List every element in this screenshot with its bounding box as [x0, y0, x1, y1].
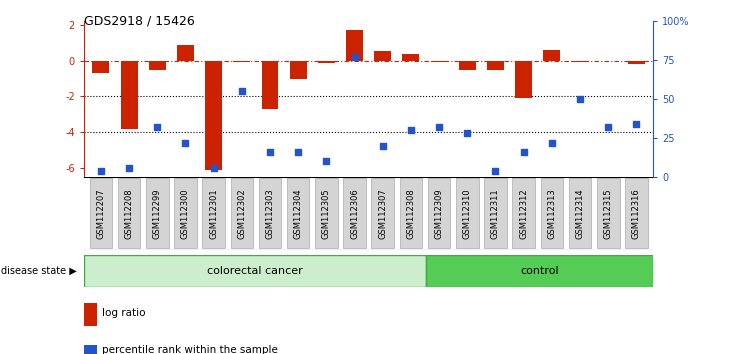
FancyBboxPatch shape — [484, 178, 507, 248]
Text: GSM112301: GSM112301 — [209, 188, 218, 239]
Point — [490, 168, 502, 173]
Bar — [431, 61, 447, 62]
Point — [264, 149, 276, 155]
Bar — [543, 50, 561, 61]
Point — [405, 127, 417, 133]
Point — [349, 54, 361, 60]
Text: GSM112316: GSM112316 — [632, 188, 641, 239]
Text: GSM112310: GSM112310 — [463, 188, 472, 239]
FancyBboxPatch shape — [428, 178, 450, 248]
Text: control: control — [520, 266, 558, 276]
Bar — [84, 255, 426, 287]
FancyBboxPatch shape — [512, 178, 535, 248]
Text: GSM112304: GSM112304 — [293, 188, 303, 239]
Text: GDS2918 / 15426: GDS2918 / 15426 — [84, 14, 195, 27]
Bar — [205, 61, 222, 170]
Point — [461, 131, 473, 136]
FancyBboxPatch shape — [625, 178, 648, 248]
Bar — [572, 61, 588, 62]
Bar — [290, 61, 307, 79]
Text: GSM112315: GSM112315 — [604, 188, 612, 239]
Text: GSM112299: GSM112299 — [153, 188, 162, 239]
Text: GSM112309: GSM112309 — [434, 188, 444, 239]
Bar — [149, 61, 166, 70]
Bar — [515, 61, 532, 98]
Text: GSM112207: GSM112207 — [96, 188, 105, 239]
Point — [518, 149, 529, 155]
Text: colorectal cancer: colorectal cancer — [207, 266, 303, 276]
Point — [434, 124, 445, 130]
Bar — [318, 61, 335, 63]
FancyBboxPatch shape — [202, 178, 225, 248]
Point — [151, 124, 163, 130]
Point — [208, 165, 220, 171]
FancyBboxPatch shape — [541, 178, 563, 248]
FancyBboxPatch shape — [174, 178, 196, 248]
FancyBboxPatch shape — [146, 178, 169, 248]
Text: GSM112307: GSM112307 — [378, 188, 387, 239]
Bar — [402, 55, 420, 61]
Text: GSM112300: GSM112300 — [181, 188, 190, 239]
Text: log ratio: log ratio — [102, 308, 146, 318]
Point — [292, 149, 304, 155]
Text: GSM112306: GSM112306 — [350, 188, 359, 239]
FancyBboxPatch shape — [343, 178, 366, 248]
Text: GSM112313: GSM112313 — [548, 188, 556, 239]
FancyBboxPatch shape — [315, 178, 338, 248]
FancyBboxPatch shape — [287, 178, 310, 248]
Bar — [459, 61, 476, 70]
Point — [575, 96, 586, 102]
Text: GSM112311: GSM112311 — [491, 188, 500, 239]
Bar — [261, 61, 278, 109]
Bar — [346, 30, 363, 61]
Bar — [177, 45, 194, 61]
Text: GSM112305: GSM112305 — [322, 188, 331, 239]
Point — [123, 165, 135, 171]
Bar — [120, 61, 137, 129]
Text: GSM112312: GSM112312 — [519, 188, 529, 239]
FancyBboxPatch shape — [258, 178, 281, 248]
Bar — [93, 61, 110, 73]
Point — [95, 168, 107, 173]
Text: GSM112302: GSM112302 — [237, 188, 246, 239]
Text: GSM112314: GSM112314 — [575, 188, 585, 239]
FancyBboxPatch shape — [569, 178, 591, 248]
FancyBboxPatch shape — [372, 178, 394, 248]
Bar — [374, 51, 391, 61]
FancyBboxPatch shape — [118, 178, 140, 248]
Text: disease state ▶: disease state ▶ — [1, 266, 77, 276]
FancyBboxPatch shape — [597, 178, 620, 248]
Text: percentile rank within the sample: percentile rank within the sample — [102, 346, 278, 354]
Point — [631, 121, 642, 127]
FancyBboxPatch shape — [231, 178, 253, 248]
Bar — [426, 255, 653, 287]
Bar — [487, 61, 504, 70]
Point — [320, 159, 332, 164]
Point — [377, 143, 388, 149]
Text: GSM112308: GSM112308 — [407, 188, 415, 239]
Text: GSM112208: GSM112208 — [125, 188, 134, 239]
Point — [236, 88, 247, 94]
FancyBboxPatch shape — [399, 178, 422, 248]
Point — [180, 140, 191, 145]
Point — [546, 140, 558, 145]
FancyBboxPatch shape — [456, 178, 479, 248]
Bar — [628, 61, 645, 64]
Point — [602, 124, 614, 130]
FancyBboxPatch shape — [90, 178, 112, 248]
Bar — [234, 61, 250, 62]
Text: GSM112303: GSM112303 — [266, 188, 274, 239]
